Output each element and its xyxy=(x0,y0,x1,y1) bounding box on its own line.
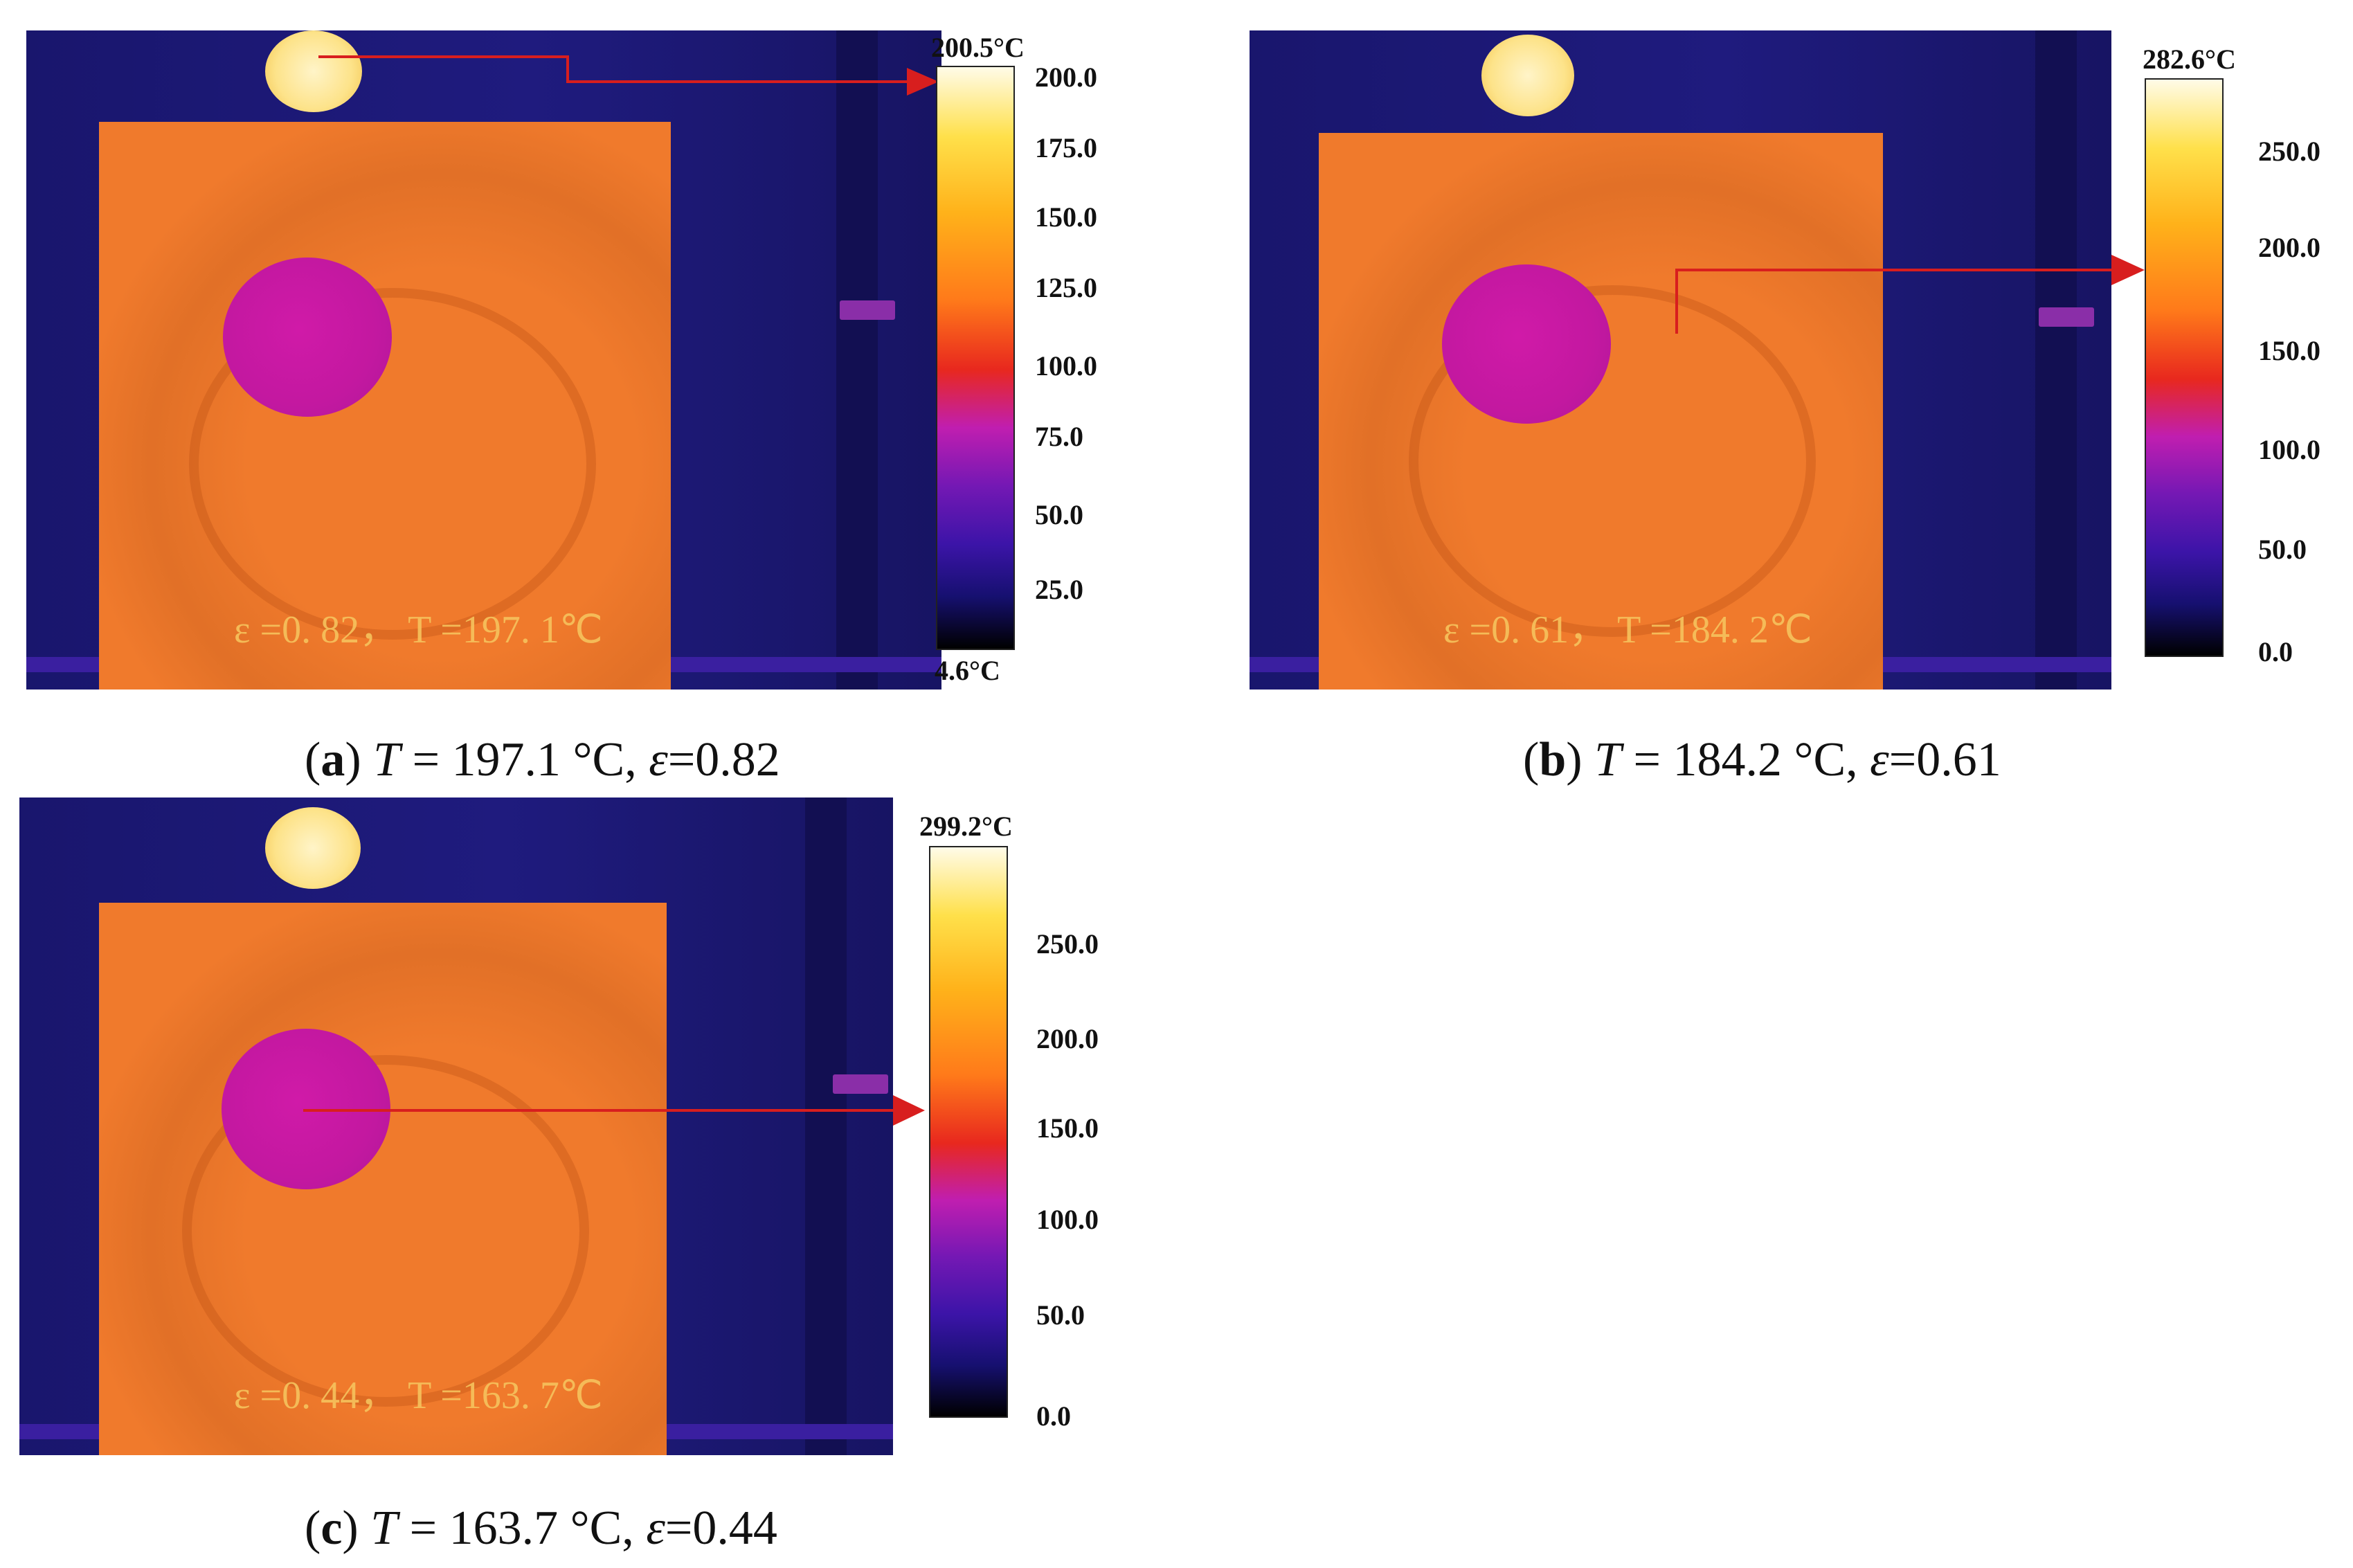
caption-a: (a) T = 197.1 °C, ε=0.82 xyxy=(305,733,780,786)
reference-disc xyxy=(265,807,361,889)
colorbar-max-label: 282.6°C xyxy=(2143,44,2236,75)
sample-plate xyxy=(99,903,667,1455)
colorbar xyxy=(2145,78,2224,657)
colorbar-tick: 50.0 xyxy=(1035,499,1083,530)
colorbar-min-label: 4.6°C xyxy=(935,655,1000,686)
colorbar-tick: 100.0 xyxy=(1035,350,1097,381)
colorbar-tick: 150.0 xyxy=(1035,201,1097,233)
colorbar-tick: 0.0 xyxy=(1036,1400,1071,1432)
hole-region xyxy=(1442,264,1611,424)
colorbar-tick: 25.0 xyxy=(1035,574,1083,605)
thermal-image-c: ε =0. 44， T =163. 7℃ xyxy=(19,797,893,1455)
caption-c: (c) T = 163.7 °C, ε=0.44 xyxy=(305,1502,777,1555)
overlay-reading: ε =0. 44， T =163. 7℃ xyxy=(234,1374,603,1417)
colorbar xyxy=(936,66,1015,650)
colorbar-tick: 200.0 xyxy=(1036,1023,1099,1054)
overlay-reading: ε =0. 61， T =184. 2℃ xyxy=(1443,609,1812,651)
colorbar-max-label: 299.2°C xyxy=(919,811,1013,842)
colorbar-tick: 200.0 xyxy=(1035,62,1097,93)
colorbar-tick: 50.0 xyxy=(2258,534,2307,565)
colorbar-tick: 0.0 xyxy=(2258,636,2293,667)
colorbar-max-label: 200.5°C xyxy=(931,32,1025,63)
overlay-reading: ε =0. 82， T =197. 1℃ xyxy=(234,609,603,651)
caption-b: (b) T = 184.2 °C, ε=0.61 xyxy=(1523,733,2001,786)
colorbar-tick: 250.0 xyxy=(2258,136,2320,167)
colorbar-tick: 125.0 xyxy=(1035,272,1097,303)
sample-plate xyxy=(1319,133,1883,690)
colorbar-tick: 100.0 xyxy=(2258,434,2320,465)
sample-plate xyxy=(99,122,671,690)
colorbar-tick: 100.0 xyxy=(1036,1204,1099,1235)
colorbar-tick: 200.0 xyxy=(2258,232,2320,263)
thermal-image-b: ε =0. 61， T =184. 2℃ xyxy=(1250,30,2111,690)
colorbar-tick: 50.0 xyxy=(1036,1299,1085,1331)
colorbar-tick: 250.0 xyxy=(1036,928,1099,959)
colorbar-tick: 150.0 xyxy=(1036,1112,1099,1144)
colorbar-tick: 175.0 xyxy=(1035,132,1097,163)
hole-region xyxy=(223,258,392,417)
thermal-image-a: ε =0. 82， T =197. 1℃ xyxy=(26,30,941,690)
reference-disc xyxy=(1481,35,1574,116)
colorbar-tick: 150.0 xyxy=(2258,335,2320,366)
reference-disc xyxy=(265,30,362,112)
colorbar xyxy=(929,846,1008,1418)
colorbar-tick: 75.0 xyxy=(1035,421,1083,452)
